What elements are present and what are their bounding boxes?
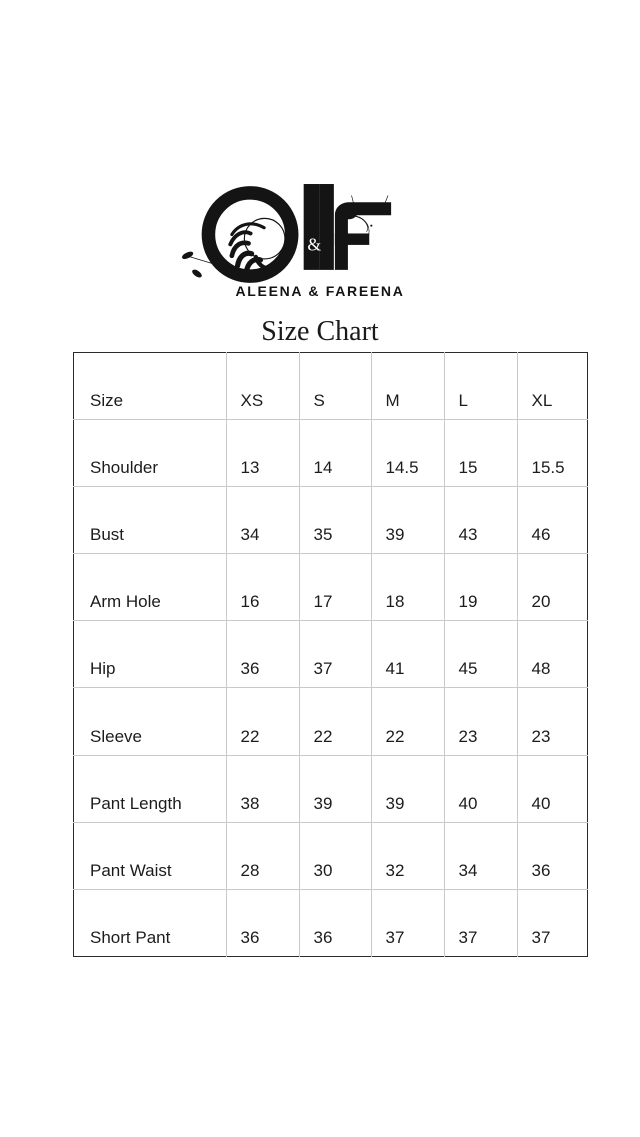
svg-text:&: & (307, 235, 321, 255)
